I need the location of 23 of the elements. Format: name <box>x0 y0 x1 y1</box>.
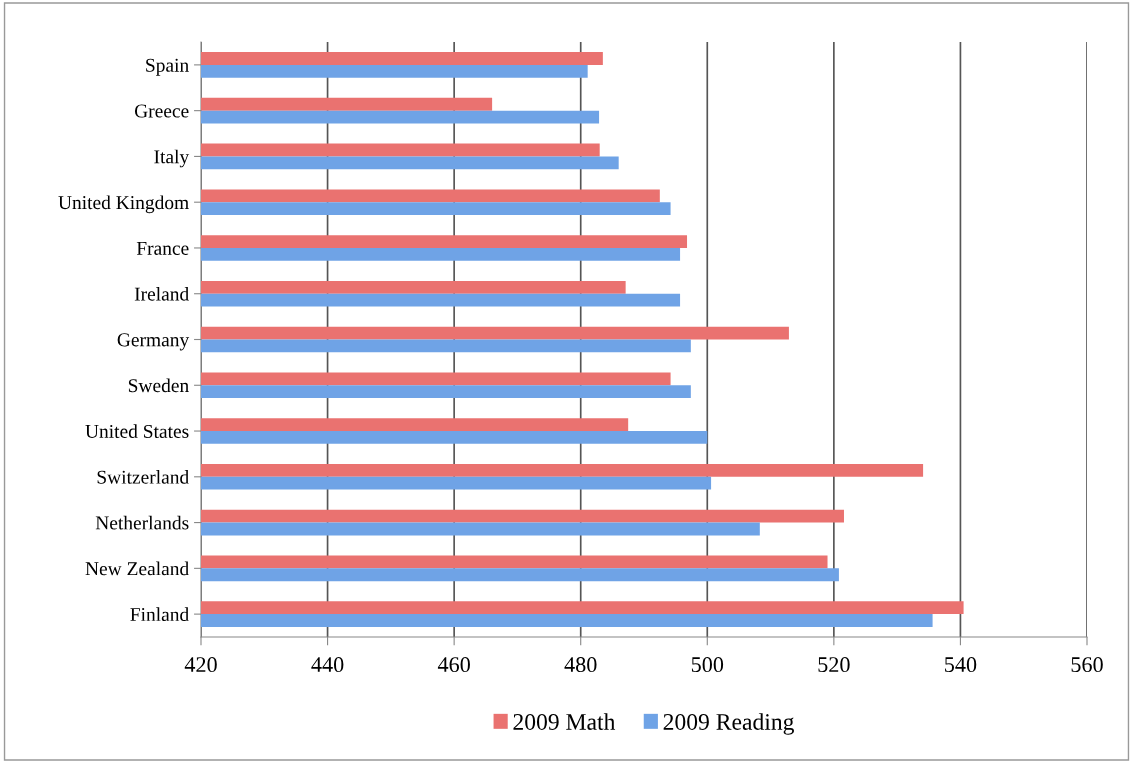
y-tick-label: Switzerland <box>97 470 189 484</box>
legend-label: 2009 Math <box>513 713 616 730</box>
x-tick-label: 560 <box>1071 657 1103 673</box>
y-tick-label: New Zealand <box>85 561 189 576</box>
y-tick-label: Greece <box>134 104 189 118</box>
x-tick-label: 480 <box>564 657 597 673</box>
x-tick-label: 500 <box>691 657 724 673</box>
y-tick-label: United Kingdom <box>58 195 189 214</box>
x-tick-label: 440 <box>311 657 344 673</box>
y-tick-label: Finland <box>130 607 189 622</box>
x-tick-label: 540 <box>945 657 977 673</box>
x-tick-label: 420 <box>184 657 217 673</box>
y-tick-label: Italy <box>154 149 190 168</box>
y-tick-label: United States <box>85 424 189 438</box>
legend-label: 2009 Reading <box>663 713 794 735</box>
y-tick-label: France <box>136 241 189 255</box>
y-tick-label: Spain <box>146 58 189 76</box>
y-tick-label: Netherlands <box>95 515 189 530</box>
y-tick-label: Sweden <box>128 378 189 393</box>
x-tick-label: 520 <box>818 657 850 673</box>
y-tick-label: Germany <box>117 333 190 351</box>
x-tick-label: 460 <box>437 657 470 673</box>
y-tick-label: Ireland <box>134 286 189 301</box>
